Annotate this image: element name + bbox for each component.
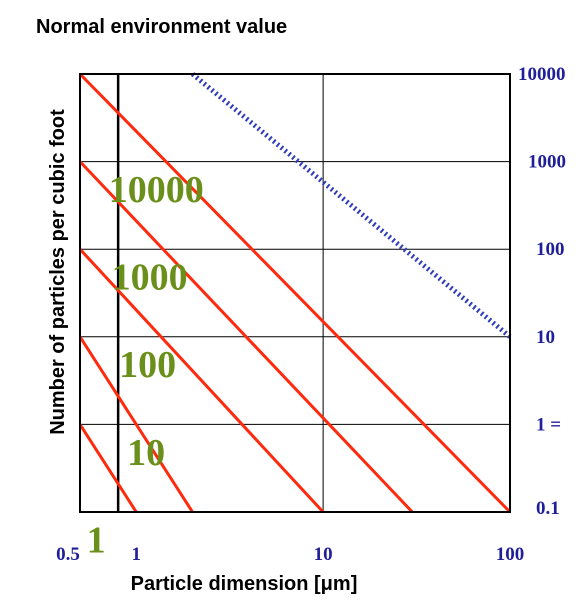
x-tick-label: 1: [132, 544, 142, 565]
x-tick-label: 0.5: [56, 544, 80, 565]
y-tick-label: 1 =: [536, 414, 561, 435]
series-layer: [78, 72, 512, 514]
y-tick-label: 10000: [518, 64, 566, 85]
class-label: 1: [87, 519, 106, 561]
series-line-4: [78, 72, 512, 514]
x-tick-label: 10: [314, 544, 333, 565]
series-line-3: [78, 160, 414, 514]
tick-layer: 0.5 1 10 100 10000 1000 100 10 1 = 0.1: [56, 64, 566, 565]
y-tick-label: 100: [536, 239, 565, 260]
x-tick-label: 100: [496, 544, 525, 565]
y-axis-label: Number of particles per cubic foot: [47, 109, 69, 435]
chart-title: Normal environment value: [36, 16, 287, 38]
class-label: 1000: [112, 257, 188, 299]
series-line-0: [78, 423, 138, 513]
plot-frame: [79, 73, 511, 513]
x-axis-label: Particle dimension [μm]: [131, 573, 358, 595]
class-label: 100: [119, 344, 176, 386]
y-tick-label: 1000: [528, 152, 566, 173]
series-line-1: [78, 335, 194, 513]
series-line-2: [78, 248, 325, 514]
y-tick-label: 10: [536, 327, 555, 348]
class-label-layer: 10000 1000 100 10 1: [87, 169, 204, 561]
class-label: 10: [127, 432, 165, 474]
grid: [80, 74, 510, 512]
series-line-5: [190, 72, 512, 339]
y-tick-label: 0.1: [536, 498, 560, 519]
class-label: 10000: [109, 169, 204, 211]
